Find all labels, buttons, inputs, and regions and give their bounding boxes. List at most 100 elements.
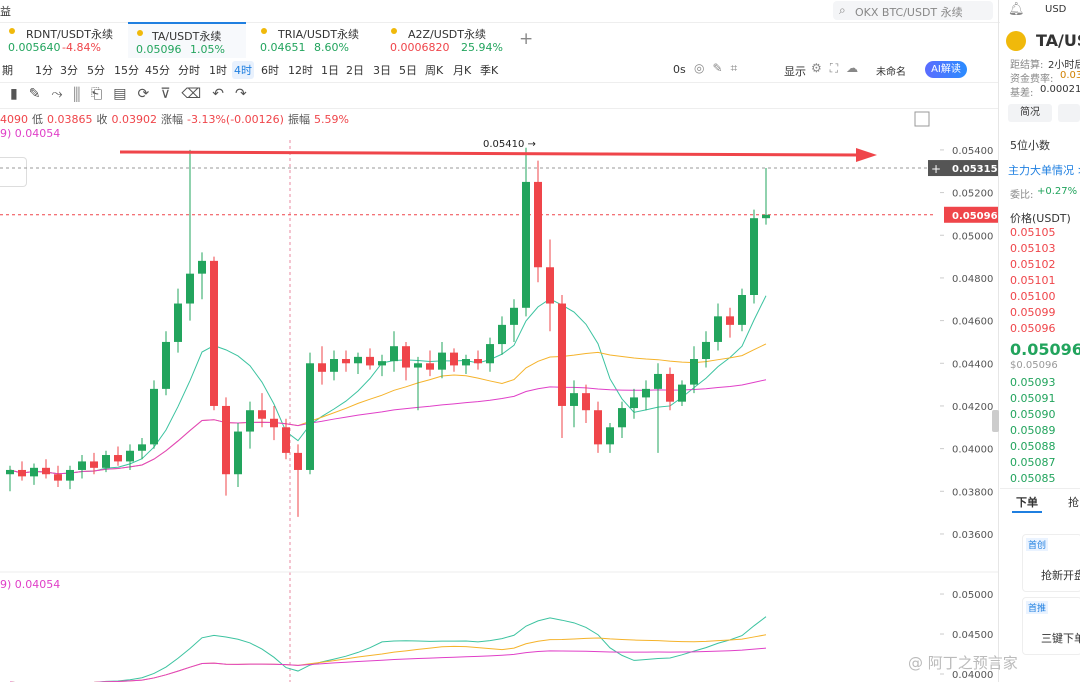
card-tag: 首推 — [1026, 601, 1049, 614]
timeframe[interactable]: 3日 — [373, 64, 391, 77]
candle-body — [534, 181, 542, 268]
card[interactable]: 首推 三键下单 — [1022, 597, 1080, 655]
tab-price: 0.005640 — [8, 41, 61, 54]
drawing-tools[interactable]: ▮✎⤳⫼⎗▤⟳⊽⌫↶↷ — [10, 86, 258, 102]
search-box[interactable]: ⌕ OKX BTC/USDT 永续 — [833, 1, 993, 20]
info-value: 5.59% — [313, 113, 349, 126]
search-icon: ⌕ — [839, 3, 846, 17]
funding-label: 资金费率: — [1010, 74, 1054, 85]
candle-body — [750, 218, 758, 295]
bid-price: 0.05089 — [1010, 424, 1056, 437]
funding-value: 0.03 — [1060, 70, 1080, 81]
candle-body — [450, 352, 458, 366]
layout-name[interactable]: 未命名 — [876, 67, 906, 78]
sub-moving-average — [10, 616, 767, 682]
info-value: 0.03865 — [47, 113, 93, 126]
candle-body — [30, 467, 38, 477]
candle-body — [6, 469, 14, 475]
ai-button[interactable]: AI解读 — [925, 61, 967, 78]
timeframe[interactable]: 1日 — [321, 64, 339, 77]
overview-button[interactable]: 简况 — [1008, 104, 1052, 122]
candle-body — [54, 474, 62, 481]
high-tag-bg — [928, 160, 998, 177]
card-tag: 首创 — [1026, 538, 1049, 551]
moving-average — [9, 379, 767, 475]
basis-label: 基差: — [1010, 88, 1034, 99]
active-underline — [1012, 511, 1042, 513]
candle-body — [738, 294, 746, 325]
big-orders[interactable]: 主力大单情况 > — [1008, 164, 1080, 177]
timeframe[interactable]: 4时 — [232, 61, 254, 79]
card-text: 三键下单 — [1041, 632, 1080, 645]
timeframe[interactable]: 周K — [425, 64, 444, 77]
timeframe[interactable]: 15分 — [114, 64, 139, 77]
timeframe[interactable]: 1时 — [209, 64, 227, 77]
candle-body — [702, 341, 710, 360]
last-tag: 0.05096 — [952, 211, 998, 222]
timeframe[interactable]: 1分 — [35, 64, 53, 77]
tab[interactable]: TRIA/USDT永续 0.04651 8.60% — [252, 22, 370, 58]
bell-icon[interactable]: 🔔︎ — [1008, 2, 1025, 17]
order-tab[interactable]: 下单 — [1016, 496, 1038, 509]
timeframe[interactable]: 2日 — [346, 64, 364, 77]
y-tick-label: 0.04000 — [952, 445, 993, 456]
tab-price: 0.05096 — [136, 43, 182, 56]
fullscreen-icon[interactable] — [914, 111, 930, 127]
toolbar-icons[interactable]: ◎✎⌗ — [694, 61, 746, 75]
tab[interactable]: TA/USDT永续 0.05096 1.05% — [128, 22, 246, 58]
info-value: -3.13%(-0.00126) — [187, 113, 284, 126]
timeframe[interactable]: 分时 — [178, 64, 200, 77]
divider — [0, 108, 998, 109]
plot — [0, 147, 935, 682]
high-tag: 0.05315 — [952, 164, 998, 175]
card[interactable]: 首创 抢新开盘 — [1022, 534, 1080, 592]
candle-body — [306, 363, 314, 470]
collapse-tab[interactable] — [0, 157, 27, 187]
currency[interactable]: USD — [1045, 4, 1067, 15]
tab-change: 25.94% — [461, 41, 503, 54]
add-tab[interactable]: + — [519, 29, 534, 49]
display-button[interactable]: 显示 — [784, 65, 806, 78]
top-label: 益 — [0, 5, 11, 18]
candle-body — [90, 461, 98, 468]
y-tick-label: 0.04000 — [952, 670, 993, 681]
toolbar-icons-2[interactable]: ⚙⛶☁ — [811, 61, 867, 75]
ratio-label: 委比: — [1010, 190, 1034, 201]
decimals[interactable]: 5位小数 — [1010, 139, 1050, 152]
bid-price: 0.05087 — [1010, 456, 1056, 469]
candle-body — [654, 373, 662, 389]
timeframe[interactable]: 期 — [2, 64, 13, 77]
info-value: 0.03902 — [111, 113, 158, 126]
timeframe[interactable]: 12时 — [288, 64, 313, 77]
timeframe[interactable]: 45分 — [145, 64, 170, 77]
timeframe[interactable]: 3分 — [60, 64, 78, 77]
timeframe[interactable]: 6时 — [261, 64, 279, 77]
last-price: 0.05096 — [1010, 340, 1080, 359]
tab[interactable]: A2Z/USDT永续 0.0006820 25.94% — [382, 22, 503, 58]
tab-name: TRIA/USDT永续 — [278, 28, 360, 41]
candle-body — [522, 181, 530, 308]
timeframe[interactable]: 月K — [453, 64, 472, 77]
timeframe[interactable]: 季K — [480, 64, 499, 77]
candle-body — [318, 363, 326, 372]
candle-body — [354, 356, 362, 364]
timeframe[interactable]: 5日 — [399, 64, 417, 77]
watermark: @ 阿丁之预言家 — [908, 654, 1018, 672]
candle-body — [162, 341, 170, 389]
order-tab[interactable]: 抢 — [1068, 496, 1079, 509]
panel-handle[interactable] — [992, 410, 999, 432]
candle-body — [330, 359, 338, 372]
candle-body — [66, 469, 74, 481]
candle-body — [426, 363, 434, 370]
candle-body — [690, 359, 698, 385]
candle-body — [498, 324, 506, 345]
tab[interactable]: RDNT/USDT永续 0.005640 -4.84% — [0, 22, 118, 58]
timeframe[interactable]: 5分 — [87, 64, 105, 77]
ratio-value: +0.27% — [1037, 186, 1078, 197]
more-button[interactable] — [1058, 104, 1080, 122]
candle-body — [582, 393, 590, 411]
moving-average — [9, 295, 767, 475]
tab-price: 0.0006820 — [390, 41, 450, 54]
candle-body — [222, 405, 230, 475]
chart: 0.05400 0.05200 0.05000 0.04800 0.04600 0.044… — [0, 111, 998, 682]
